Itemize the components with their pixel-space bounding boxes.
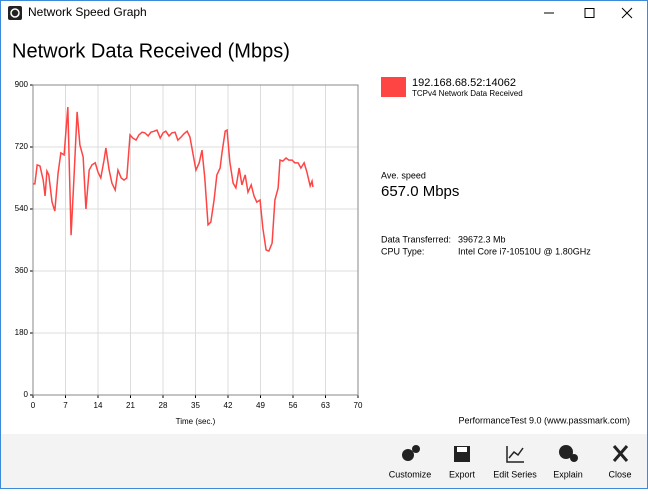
y-tick-label: 540 (15, 204, 29, 213)
y-tick-label: 180 (15, 328, 29, 337)
x-tick-label: 21 (126, 401, 135, 410)
x-tick-label: 42 (224, 401, 233, 410)
y-tick-label: 0 (24, 390, 29, 399)
toolbar-label[interactable]: Customize (389, 469, 432, 479)
stat-value: Intel Core i7-10510U @ 1.80GHz (458, 246, 591, 256)
y-tick-label: 360 (15, 266, 29, 275)
window-title: Network Speed Graph (28, 5, 147, 19)
y-tick-label: 900 (15, 80, 29, 89)
export-icon (454, 446, 470, 462)
ave-speed-value: 657.0 Mbps (381, 183, 459, 200)
x-tick-label: 56 (289, 401, 298, 410)
explain-icon (559, 445, 578, 462)
legend-label: 192.168.68.52:14062 (412, 77, 516, 89)
toolbar-label[interactable]: Export (449, 469, 476, 479)
customize-icon (402, 445, 420, 461)
x-tick-label: 63 (321, 401, 330, 410)
stat-label: Data Transferred: (381, 234, 451, 244)
close-icon (612, 445, 629, 462)
close-window-button[interactable] (621, 7, 633, 19)
app-icon (8, 6, 22, 20)
maximize-button[interactable] (584, 8, 595, 18)
legend-subtitle: TCPv4 Network Data Received (412, 89, 523, 98)
y-tick-label: 720 (15, 142, 29, 151)
x-axis-label: Time (sec.) (176, 417, 216, 426)
x-tick-label: 70 (354, 401, 363, 410)
legend-swatch (381, 77, 406, 97)
data-line (33, 106, 314, 252)
stat-label: CPU Type: (381, 246, 424, 256)
chart-title: Network Data Received (Mbps) (12, 40, 290, 62)
x-tick-label: 0 (31, 401, 36, 410)
x-tick-label: 7 (63, 401, 68, 410)
edit-series-icon (506, 446, 524, 463)
x-tick-label: 35 (191, 401, 200, 410)
ave-speed-label: Ave. speed (381, 170, 426, 180)
x-tick-label: 49 (256, 401, 265, 410)
toolbar-label[interactable]: Explain (553, 469, 583, 479)
toolbar-label[interactable]: Edit Series (493, 469, 537, 479)
plot-frame (32, 84, 359, 396)
x-tick-label: 28 (159, 401, 168, 410)
app-icon-glyph (10, 8, 20, 18)
toolbar-bg (1, 434, 647, 488)
x-tick-label: 14 (94, 401, 103, 410)
toolbar-label[interactable]: Close (608, 469, 631, 479)
stat-value: 39672.3 Mb (458, 234, 506, 244)
footer: PerformanceTest 9.0 (www.passmark.com) (458, 415, 630, 425)
